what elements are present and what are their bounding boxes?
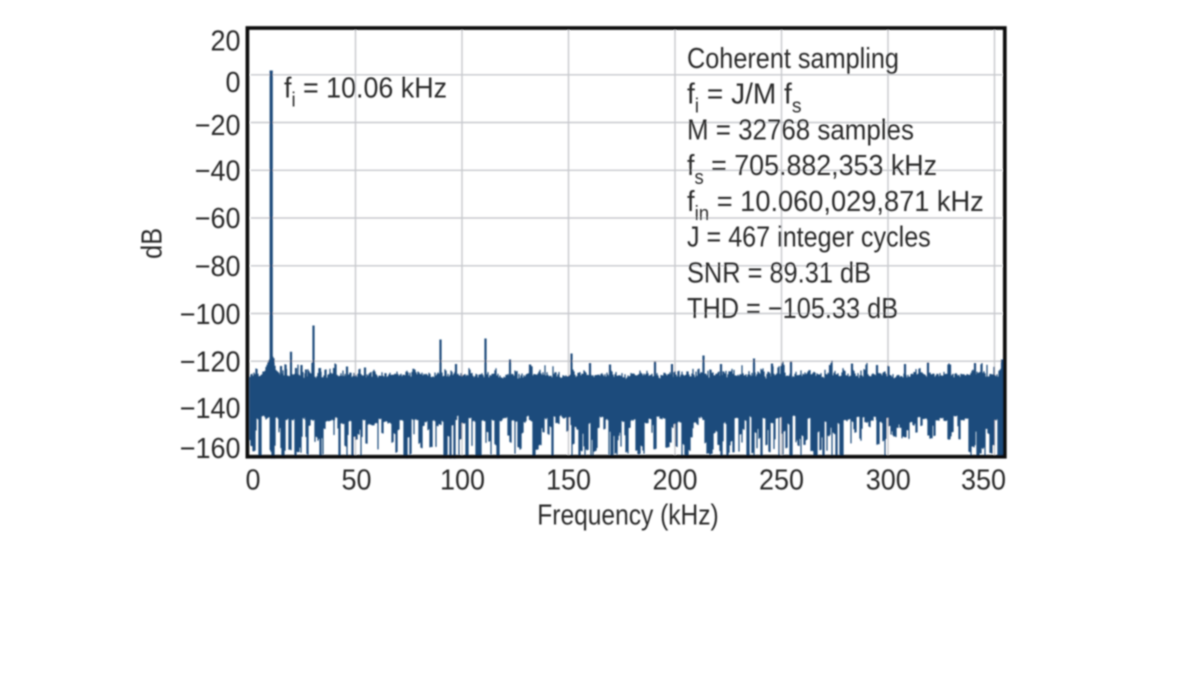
- svg-text:Frequency (kHz): Frequency (kHz): [537, 498, 718, 530]
- svg-text:−100: −100: [180, 298, 241, 330]
- svg-text:350: 350: [961, 463, 1006, 495]
- svg-text:−20: −20: [195, 109, 241, 141]
- svg-text:M = 32768 samples: M = 32768 samples: [687, 113, 914, 146]
- svg-text:0: 0: [225, 66, 240, 98]
- svg-text:THD = −105.33 dB: THD = −105.33 dB: [687, 291, 898, 324]
- svg-text:−160: −160: [180, 432, 241, 464]
- svg-text:20: 20: [210, 24, 240, 56]
- svg-text:100: 100: [440, 463, 485, 495]
- svg-text:dB: dB: [135, 228, 168, 259]
- svg-text:0: 0: [245, 463, 260, 495]
- svg-text:−80: −80: [195, 250, 241, 282]
- svg-text:150: 150: [546, 463, 591, 495]
- svg-text:50: 50: [341, 463, 371, 495]
- svg-text:J = 467 integer cycles: J = 467 integer cycles: [687, 220, 931, 253]
- svg-text:200: 200: [653, 463, 698, 495]
- svg-text:SNR = 89.31 dB: SNR = 89.31 dB: [687, 256, 871, 289]
- svg-text:250: 250: [759, 463, 804, 495]
- svg-text:Coherent sampling: Coherent sampling: [687, 41, 899, 74]
- svg-text:300: 300: [866, 463, 911, 495]
- svg-text:−40: −40: [195, 154, 241, 186]
- svg-text:−120: −120: [180, 346, 241, 378]
- svg-text:−140: −140: [180, 392, 241, 424]
- svg-text:−60: −60: [195, 202, 241, 234]
